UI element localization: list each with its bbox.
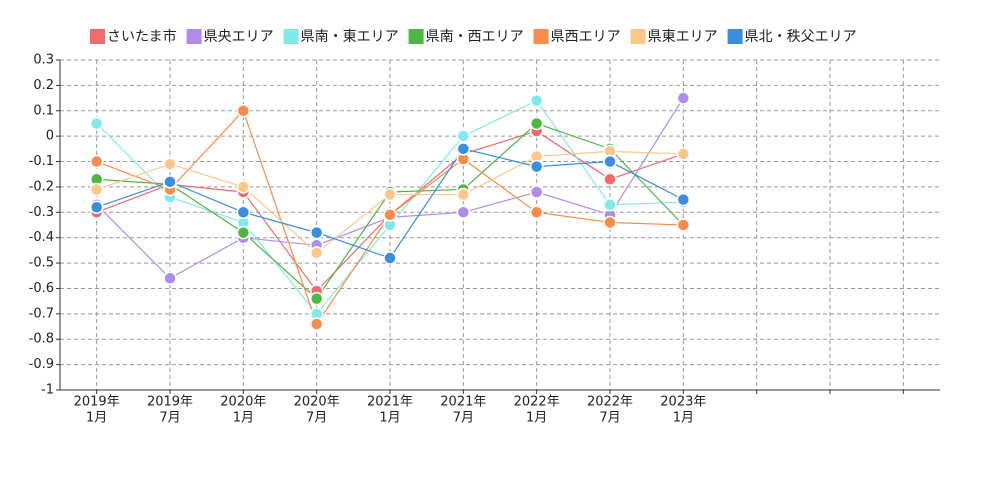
data-point	[236, 205, 251, 220]
data-point	[236, 104, 251, 118]
y-tick-label: -0.1	[29, 154, 54, 169]
legend-swatch	[186, 29, 202, 44]
legend-swatch	[727, 29, 743, 44]
legend-label: 県西エリア	[551, 29, 621, 45]
x-tick-label: 1月	[526, 411, 547, 426]
data-point	[383, 187, 397, 202]
y-tick-label: -1	[41, 383, 54, 398]
legend-label: 県南・東エリア	[301, 29, 399, 45]
y-tick-label: -0.7	[29, 306, 54, 321]
x-tick-label: 7月	[453, 411, 474, 426]
legend-label: 県南・西エリア	[426, 29, 524, 45]
x-tick-label: 7月	[599, 411, 620, 426]
data-point	[456, 205, 471, 220]
data-point	[456, 187, 471, 202]
data-point	[603, 197, 617, 212]
data-point	[676, 91, 691, 105]
legend-label: 県央エリア	[204, 29, 274, 45]
data-point	[163, 271, 177, 286]
x-tick-label: 2022年	[514, 395, 560, 410]
x-tick-label: 1月	[379, 411, 400, 426]
y-tick-label: -0.2	[29, 179, 54, 194]
x-tick-label: 1月	[86, 411, 107, 426]
legend-swatch	[408, 29, 424, 44]
data-point	[529, 93, 544, 108]
y-tick-label: 0.3	[33, 53, 54, 68]
data-point	[456, 129, 471, 143]
data-point	[456, 142, 471, 156]
data-point	[603, 154, 617, 169]
y-tick-label: 0.2	[33, 78, 54, 93]
legend-swatch	[630, 29, 646, 44]
y-tick-label: -0.6	[29, 281, 54, 296]
x-tick-label: 2019年	[147, 395, 193, 410]
data-point	[236, 180, 251, 194]
x-tick-label: 2021年	[440, 395, 486, 410]
x-tick-label: 7月	[159, 411, 180, 426]
data-point	[676, 147, 691, 161]
x-tick-label: 2020年	[294, 395, 340, 410]
legend-label: 県東エリア	[648, 29, 718, 45]
y-tick-label: 0	[46, 129, 54, 144]
data-point	[89, 154, 104, 169]
y-tick-label: 0.1	[33, 103, 54, 118]
data-point	[383, 251, 397, 265]
x-tick-label: 1月	[233, 411, 254, 426]
data-point	[309, 317, 324, 331]
data-point	[309, 291, 324, 306]
data-point	[309, 225, 324, 240]
legend-swatch	[283, 29, 299, 44]
data-point	[309, 246, 324, 260]
data-point	[163, 157, 177, 171]
data-point	[676, 218, 691, 232]
x-tick-label: 7月	[306, 411, 327, 426]
data-point	[603, 172, 617, 187]
data-point	[676, 192, 691, 207]
data-point	[529, 159, 544, 174]
y-tick-label: -0.3	[29, 205, 54, 220]
data-point	[89, 116, 104, 131]
x-tick-label: 2019年	[74, 395, 120, 410]
data-point	[603, 215, 617, 230]
legend-label: さいたま市	[107, 28, 177, 45]
x-tick-label: 2023年	[660, 395, 706, 410]
data-point	[89, 182, 104, 197]
legend-label: 県北・秩父エリア	[745, 29, 857, 45]
y-tick-label: -0.8	[29, 332, 54, 347]
x-tick-label: 2022年	[587, 395, 633, 410]
data-point	[383, 208, 397, 222]
y-tick-label: -0.4	[29, 230, 54, 245]
x-tick-label: 2020年	[220, 395, 266, 410]
data-point	[529, 205, 544, 220]
data-point	[236, 225, 251, 240]
data-point	[89, 200, 104, 214]
x-tick-label: 2021年	[367, 395, 413, 410]
data-point	[163, 175, 177, 189]
data-point	[529, 116, 544, 131]
x-tick-label: 1月	[673, 411, 694, 426]
legend-swatch	[90, 29, 105, 44]
y-tick-label: -0.9	[29, 357, 54, 372]
y-tick-label: -0.5	[29, 256, 54, 271]
data-point	[529, 185, 544, 199]
legend-swatch	[533, 29, 549, 44]
